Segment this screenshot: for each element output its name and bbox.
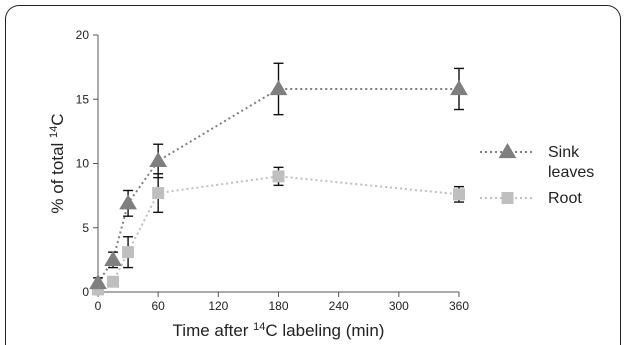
x-tick-label: 120 [208, 299, 228, 313]
y-tick-label: 5 [82, 221, 89, 235]
data-point [119, 194, 137, 210]
data-point [450, 79, 468, 96]
series-line-root [97, 175, 460, 291]
data-point [89, 274, 107, 290]
x-tick-label: 0 [95, 299, 102, 313]
legend-label: Root [548, 190, 582, 207]
data-point [453, 188, 465, 201]
legend-label: leaves [548, 164, 594, 181]
legend-marker [498, 143, 517, 159]
x-axis-title: Time after 14C labeling (min) [173, 321, 385, 340]
y-tick-label: 15 [76, 92, 90, 106]
legend-label: Sink [548, 144, 580, 161]
data-point [104, 250, 122, 266]
y-tick-label: 10 [76, 157, 90, 171]
data-point [152, 187, 165, 200]
legend-item-sink-leaves: Sink leaves [480, 143, 594, 181]
x-tick-label: 60 [151, 299, 165, 313]
data-point [272, 170, 285, 183]
data-point [149, 151, 168, 168]
series-root [92, 166, 465, 296]
series-sink-leaves [89, 62, 468, 290]
data-point [107, 275, 120, 288]
legend: Sink leaves Root [480, 143, 594, 207]
x-tick-label: 360 [449, 299, 469, 313]
y-axis-title: % of total 14C [48, 113, 67, 213]
plot-area [89, 62, 468, 296]
axes: 0 5 10 15 20 0 60 120 180 240 300 360 Time after 14C… [48, 28, 469, 340]
y-tick-label: 20 [76, 28, 90, 42]
data-point [122, 246, 135, 259]
legend-marker [501, 192, 514, 204]
legend-item-root: Root [480, 190, 582, 207]
y-tick-label: 0 [82, 285, 89, 299]
x-tick-label: 240 [329, 299, 349, 313]
figure-frame [5, 5, 621, 345]
data-point [269, 79, 288, 96]
x-tick-label: 180 [268, 299, 288, 313]
x-tick-label: 300 [389, 299, 409, 313]
